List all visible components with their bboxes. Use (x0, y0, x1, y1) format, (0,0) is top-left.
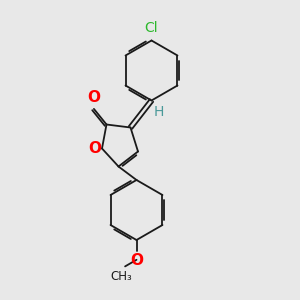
Text: H: H (154, 106, 164, 119)
Text: CH₃: CH₃ (111, 270, 132, 283)
Text: O: O (87, 90, 101, 105)
Text: O: O (88, 141, 101, 156)
Text: O: O (130, 253, 143, 268)
Text: Cl: Cl (145, 21, 158, 35)
